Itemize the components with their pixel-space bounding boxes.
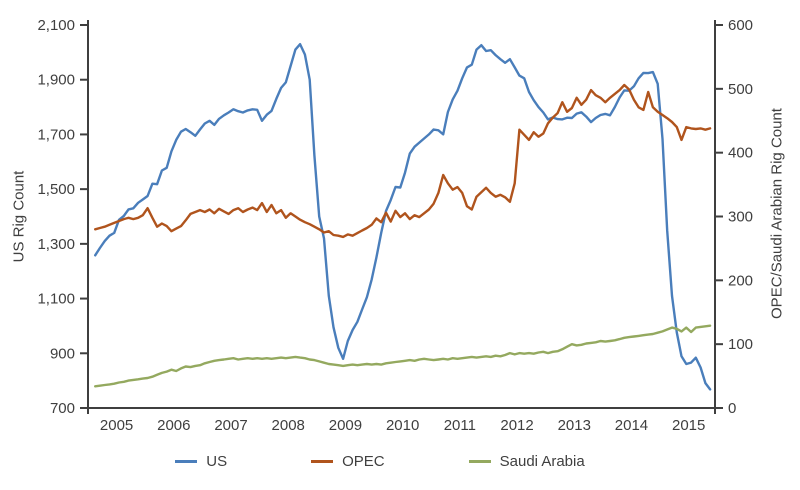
y-right-tick-label: 600: [728, 17, 753, 34]
right-axis-title: OPEC/Saudi Arabian Rig Count: [768, 108, 786, 319]
y-left-tick-label: 700: [50, 400, 75, 417]
series-line-us: [93, 43, 712, 391]
series-line-opec: [93, 83, 712, 239]
legend-item-us: US: [175, 453, 227, 470]
legend-label-opec: OPEC: [342, 453, 385, 470]
y-left-tick-label: 2,100: [37, 17, 75, 34]
x-tick-label: 2014: [615, 417, 648, 434]
x-tick-label: 2012: [500, 417, 533, 434]
x-tick-label: 2006: [157, 417, 190, 434]
y-right-tick-label: 500: [728, 81, 753, 98]
y-right-tick-label: 0: [728, 400, 736, 417]
y-left-tick-label: 1,500: [37, 181, 75, 198]
legend-item-saudi-arabia: Saudi Arabia: [468, 453, 585, 470]
x-tick-label: 2015: [672, 417, 705, 434]
legend-item-opec: OPEC: [311, 453, 385, 470]
y-right-tick-label: 400: [728, 145, 753, 162]
x-tick-label: 2011: [444, 417, 476, 434]
x-tick-label: 2007: [214, 417, 247, 434]
legend-swatch-us: [175, 460, 198, 463]
y-left-tick-label: 1,700: [37, 126, 75, 143]
y-left-tick-label: 900: [50, 345, 75, 362]
y-left-tick-label: 1,300: [37, 236, 75, 253]
y-left-tick-label: 1,100: [37, 291, 75, 308]
chart-plot-area: 700 900 1,100 1,300 1,500 1,700 1,900 2,100 0 100…: [37, 17, 753, 434]
legend-label-us: US: [206, 453, 228, 470]
x-tick-label: 2010: [386, 417, 419, 434]
x-tick-label: 2013: [558, 417, 591, 434]
y-left-tick-label: 1,900: [37, 72, 75, 89]
x-tick-label: 2005: [100, 417, 133, 434]
y-right-tick-label: 300: [728, 209, 753, 226]
y-right-tick-label: 200: [728, 272, 753, 289]
y-right-tick-label: 100: [728, 336, 753, 353]
legend-swatch-saudi-arabia: [468, 460, 491, 463]
series-line-saudi-arabia: [93, 324, 712, 388]
legend-label-saudi-arabia: Saudi Arabia: [499, 453, 585, 470]
x-tick-label: 2009: [329, 417, 362, 434]
x-tick-label: 2008: [272, 417, 305, 434]
left-axis-title: US Rig Count: [10, 170, 28, 263]
legend: US OPEC Saudi Arabia: [0, 453, 760, 470]
legend-swatch-opec: [311, 460, 334, 463]
